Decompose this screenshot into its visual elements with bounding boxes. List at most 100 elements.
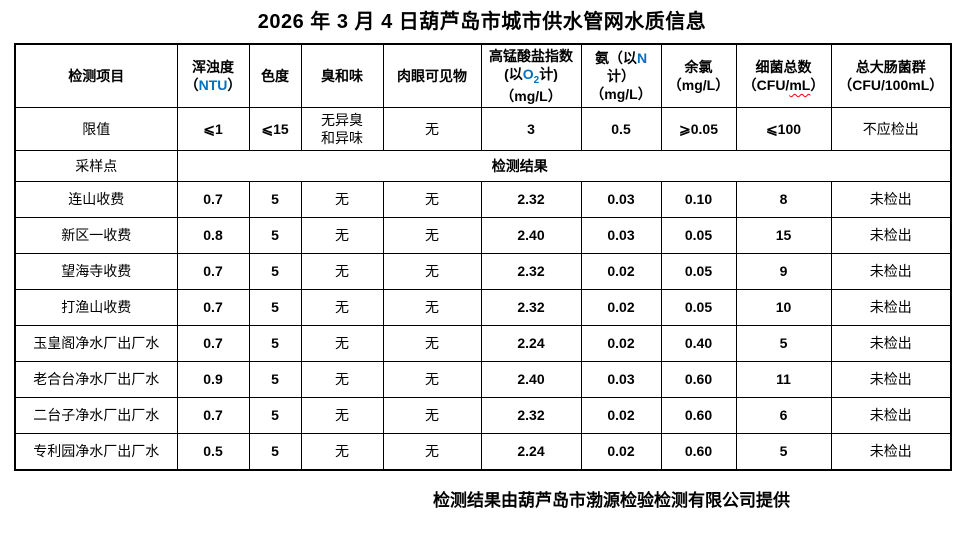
value-cell: 2.32: [480, 397, 582, 434]
table-row: 望海寺收费 0.7 5 无无 2.32 0.02 0.05 9 未检出: [14, 253, 952, 290]
value-cell: 5: [248, 397, 302, 434]
value-cell: 0.05: [660, 253, 737, 290]
value-cell: 无: [300, 181, 384, 218]
value-cell: 0.02: [580, 397, 662, 434]
value-cell: 未检出: [830, 433, 952, 471]
value-cell: 2.40: [480, 217, 582, 254]
turbidity-unit: （NTU）: [184, 77, 242, 93]
sample-name-cell: 望海寺收费: [14, 253, 178, 290]
limit-value-cell: 3: [480, 107, 582, 151]
sample-name-cell: 新区一收费: [14, 217, 178, 254]
value-cell: 2.24: [480, 433, 582, 471]
value-cell: 0.5: [176, 433, 250, 471]
value-cell: 0.03: [580, 217, 662, 254]
value-cell: 未检出: [830, 253, 952, 290]
ammonia-unit: （mg/L）: [590, 86, 652, 103]
value-cell: 2.32: [480, 253, 582, 290]
value-cell: 2.40: [480, 361, 582, 398]
value-cell: 5: [248, 253, 302, 290]
table-row: 连山收费 0.7 5 无无 2.32 0.03 0.10 8 未检出: [14, 181, 952, 218]
value-cell: 11: [735, 361, 832, 398]
sample-name-cell: 连山收费: [14, 181, 178, 218]
header-cell-coliform: 总大肠菌群 （CFU/100mL）: [830, 43, 952, 108]
limit-label: 限值: [14, 107, 178, 151]
limit-value-cell: ⩽15: [248, 107, 302, 151]
sample-name-cell: 玉皇阁净水厂出厂水: [14, 325, 178, 362]
value-cell: 无: [382, 253, 482, 290]
value-cell: 5: [248, 181, 302, 218]
value-cell: 0.03: [580, 181, 662, 218]
value-cell: 无: [300, 325, 384, 362]
value-cell: 无: [382, 397, 482, 434]
value-cell: 无: [382, 289, 482, 326]
turbidity-label: 浑浊度: [192, 58, 234, 75]
water-quality-table: 检测项目 浑浊度 （NTU） 色度 臭和味 肉眼可见物 高锰酸盐指数(以O2计) （…: [14, 43, 952, 471]
value-cell: 0.02: [580, 433, 662, 471]
header-cell-permanganate: 高锰酸盐指数(以O2计) （mg/L）: [480, 43, 582, 108]
table-row: 新区一收费 0.8 5 无无 2.40 0.03 0.05 15 未检出: [14, 217, 952, 254]
header-row: 检测项目 浑浊度 （NTU） 色度 臭和味 肉眼可见物 高锰酸盐指数(以O2计) （…: [14, 43, 952, 108]
limit-value-cell: 无: [382, 107, 482, 151]
value-cell: 无: [382, 217, 482, 254]
limit-value-cell: 0.5: [580, 107, 662, 151]
sample-name-cell: 专利园净水厂出厂水: [14, 433, 178, 471]
value-cell: 2.24: [480, 325, 582, 362]
chlorine-unit: （mg/L）: [667, 77, 730, 93]
value-cell: 0.7: [176, 289, 250, 326]
value-cell: 0.60: [660, 397, 737, 434]
value-cell: 0.8: [176, 217, 250, 254]
value-cell: 2.32: [480, 181, 582, 218]
value-cell: 0.05: [660, 289, 737, 326]
value-cell: 未检出: [830, 325, 952, 362]
limits-row: 限值 ⩽1 ⩽15 无异臭 和异味无 3 0.5 ⩾0.05 ⩽100 不应检出: [14, 107, 952, 151]
value-cell: 10: [735, 289, 832, 326]
value-cell: 0.7: [176, 325, 250, 362]
value-cell: 0.60: [660, 433, 737, 471]
value-cell: 未检出: [830, 361, 952, 398]
header-cell-color: 色度: [248, 43, 302, 108]
footer-note: 检测结果由葫芦岛市渤源检验检测有限公司提供: [433, 491, 790, 510]
permanganate-unit: （mg/L）: [500, 87, 562, 104]
value-cell: 无: [382, 181, 482, 218]
header-cell-visible: 肉眼可见物: [382, 43, 482, 108]
value-cell: 未检出: [830, 217, 952, 254]
table-row: 专利园净水厂出厂水 0.5 5 无无 2.24 0.02 0.60 5 未检出: [14, 433, 952, 471]
header-cell-item: 检测项目: [14, 43, 178, 108]
value-cell: 8: [735, 181, 832, 218]
sample-name-cell: 老合台净水厂出厂水: [14, 361, 178, 398]
table-row: 玉皇阁净水厂出厂水 0.7 5 无无 2.24 0.02 0.40 5 未检出: [14, 325, 952, 362]
sample-name-cell: 二台子净水厂出厂水: [14, 397, 178, 434]
value-cell: 0.7: [176, 253, 250, 290]
value-cell: 无: [382, 361, 482, 398]
value-cell: 未检出: [830, 397, 952, 434]
value-cell: 未检出: [830, 181, 952, 218]
limit-value-cell: ⩾0.05: [660, 107, 737, 151]
sample-point-label: 采样点: [14, 150, 178, 182]
value-cell: 5: [248, 325, 302, 362]
coliform-unit: （CFU/100mL）: [838, 77, 944, 93]
limit-value-cell: ⩽100: [735, 107, 832, 151]
page-title: 2026 年 3 月 4 日葫芦岛市城市供水管网水质信息: [257, 11, 707, 33]
header-cell-chlorine: 余氯 （mg/L）: [660, 43, 737, 108]
header-cell-turbidity: 浑浊度 （NTU）: [176, 43, 250, 108]
value-cell: 无: [300, 289, 384, 326]
value-cell: 未检出: [830, 289, 952, 326]
value-cell: 无: [300, 253, 384, 290]
value-cell: 无: [382, 325, 482, 362]
value-cell: 2.32: [480, 289, 582, 326]
value-cell: 6: [735, 397, 832, 434]
header-cell-bacteria: 细菌总数 （CFU/mL）: [735, 43, 832, 108]
limit-value-cell: 不应检出: [830, 107, 952, 151]
value-cell: 5: [248, 289, 302, 326]
value-cell: 0.10: [660, 181, 737, 218]
value-cell: 5: [248, 361, 302, 398]
table-row: 老合台净水厂出厂水 0.9 5 无无 2.40 0.03 0.60 11 未检出: [14, 361, 952, 398]
value-cell: 0.9: [176, 361, 250, 398]
header-cell-odor: 臭和味: [300, 43, 384, 108]
value-cell: 无: [382, 433, 482, 471]
table-row: 打渔山收费 0.7 5 无无 2.32 0.02 0.05 10 未检出: [14, 289, 952, 326]
value-cell: 无: [300, 433, 384, 471]
value-cell: 无: [300, 217, 384, 254]
value-cell: 15: [735, 217, 832, 254]
value-cell: 5: [735, 325, 832, 362]
